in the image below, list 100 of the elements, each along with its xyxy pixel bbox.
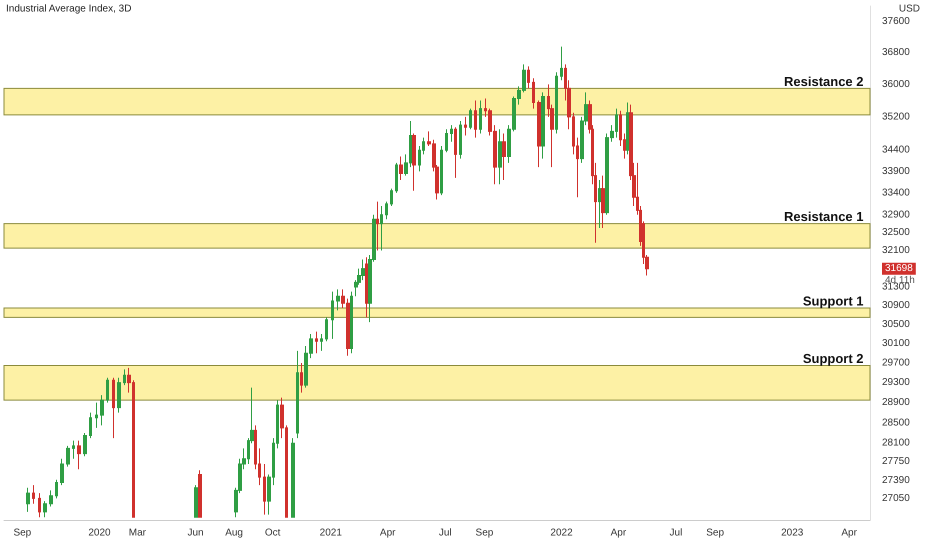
- y-tick-label: 28900: [882, 397, 910, 408]
- candlestick: [527, 66, 530, 89]
- candlestick: [26, 487, 30, 512]
- candlestick: [464, 116, 467, 136]
- candlestick: [263, 464, 266, 516]
- x-tick-label: Jul: [670, 528, 682, 538]
- candlestick: [60, 458, 64, 486]
- candlestick: [66, 445, 70, 468]
- y-tick-label: 35200: [882, 111, 910, 122]
- y-tick-label: 27050: [882, 492, 910, 504]
- candlestick: [598, 179, 602, 229]
- candlestick: [440, 145, 443, 196]
- y-tick-label: 31300: [882, 282, 910, 293]
- y-tick-label: 29700: [882, 358, 910, 369]
- candlestick: [445, 128, 448, 153]
- y-tick-label: 36000: [882, 78, 910, 90]
- candlestick: [532, 78, 535, 110]
- candlestick: [474, 100, 477, 138]
- y-tick-label: 29300: [882, 377, 910, 388]
- candlestick: [123, 368, 126, 386]
- candlestick: [315, 331, 318, 354]
- candlestick: [77, 440, 81, 470]
- candlestick: [459, 120, 462, 160]
- y-tick-label: 32100: [882, 244, 910, 256]
- candlestick: [112, 377, 115, 439]
- x-tick-label: Sep: [13, 528, 32, 538]
- candlestick: [395, 162, 398, 194]
- candlestick: [502, 132, 506, 180]
- candlestick: [194, 484, 198, 518]
- candlestick: [89, 412, 92, 439]
- candlestick: [331, 291, 334, 340]
- candlestick: [32, 484, 35, 504]
- x-tick-label: 2020: [88, 528, 112, 538]
- y-tick-label: 30900: [882, 300, 910, 312]
- y-tick-label: 33900: [882, 166, 910, 177]
- y-tick-label: 27750: [882, 456, 910, 467]
- band-label: Resistance 2: [784, 74, 864, 89]
- candlestick: [560, 46, 563, 81]
- y-axis-title: USD: [898, 4, 920, 14]
- y-tick-label: 28100: [882, 438, 910, 449]
- candlestick: [601, 175, 605, 229]
- text: 31698: [885, 263, 914, 274]
- candlestick: [83, 432, 87, 457]
- x-tick-label: Oct: [264, 528, 281, 538]
- chart-title: Industrial Average Index, 3D: [6, 4, 132, 14]
- candlestick: [412, 132, 416, 192]
- x-tick-label: Mar: [128, 528, 147, 538]
- band-label: Support 2: [802, 350, 864, 366]
- candlestick: [385, 201, 388, 220]
- x-tick-label: Sep: [476, 528, 494, 538]
- y-tick-label: 36800: [882, 46, 910, 58]
- candlestick: [450, 124, 453, 142]
- candlestick: [454, 126, 457, 178]
- candlestick: [555, 72, 558, 134]
- y-tick-label: 28500: [882, 417, 910, 428]
- candlestick: [380, 206, 383, 251]
- candlestick: [296, 350, 299, 439]
- band-label: Resistance 1: [784, 209, 864, 224]
- x-tick-label: Apr: [380, 528, 396, 538]
- x-tick-label: Apr: [610, 528, 627, 538]
- candlestick: [55, 479, 58, 499]
- y-tick-label: 30100: [882, 338, 910, 350]
- y-tick-label: 30500: [882, 319, 910, 330]
- x-tick-label: Sep: [706, 528, 724, 538]
- x-tick-label: 2021: [320, 528, 342, 538]
- candlestick: [43, 500, 47, 518]
- candlestick: [390, 188, 393, 206]
- candlestick: [350, 291, 353, 354]
- candlestick: [198, 470, 202, 518]
- x-tick-label: 2023: [781, 528, 804, 538]
- y-tick-label: 37600: [882, 16, 910, 27]
- x-tick-label: 2022: [550, 528, 574, 538]
- candlestick: [361, 258, 365, 281]
- candlestick: [72, 440, 75, 460]
- candlestick: [300, 362, 303, 394]
- candlestick: [376, 201, 379, 251]
- y-tick-label: 33400: [882, 187, 910, 198]
- candlestick: [399, 156, 403, 180]
- band-label: Support 1: [802, 293, 864, 308]
- x-tick-label: Apr: [841, 528, 858, 538]
- x-tick-label: Aug: [225, 528, 243, 538]
- candlestick: [49, 490, 53, 507]
- candlestick: [100, 394, 104, 426]
- candlestick: [320, 334, 323, 352]
- y-tick-label: 32900: [882, 209, 910, 220]
- candlestick: [106, 377, 109, 404]
- x-tick-label: Jul: [438, 528, 452, 538]
- candlestick: [291, 438, 295, 518]
- candlestick: [541, 92, 545, 160]
- candlestick: [117, 377, 121, 414]
- y-tick-label: 27390: [882, 474, 910, 486]
- candlestick: [95, 402, 98, 428]
- y-tick-label: 32500: [882, 227, 910, 238]
- candlestick: [537, 100, 541, 168]
- candlestick: [325, 316, 328, 342]
- y-tick-label: 34400: [882, 144, 910, 156]
- candlestick: [336, 288, 340, 311]
- candlestick: [469, 108, 472, 130]
- candlestick: [479, 100, 482, 134]
- x-tick-label: Jun: [187, 528, 204, 538]
